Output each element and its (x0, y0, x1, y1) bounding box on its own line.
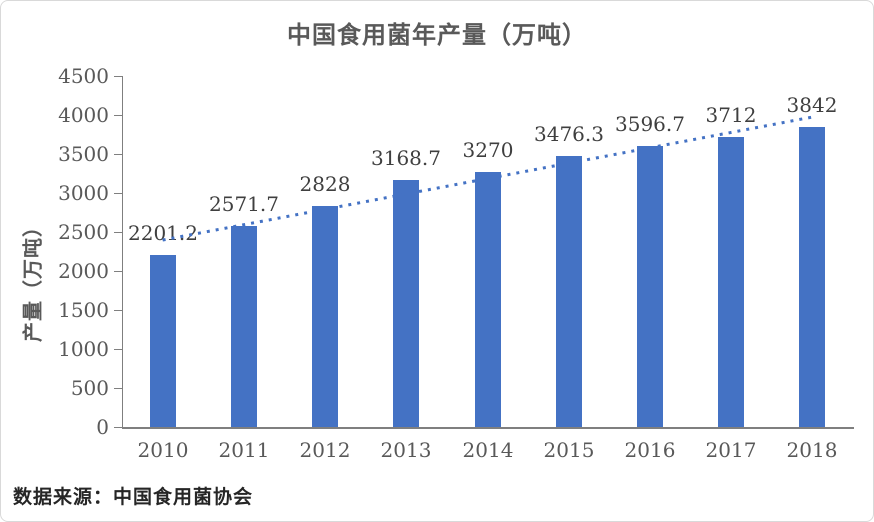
x-tick-label: 2012 (299, 438, 351, 462)
x-tick-label: 2011 (218, 438, 270, 462)
y-tick-mark (114, 271, 122, 272)
y-tick-mark (114, 154, 122, 155)
y-tick-mark (114, 388, 122, 389)
source-note: 数据来源：中国食用菌协会 (13, 486, 254, 508)
bar-2010 (150, 255, 176, 427)
x-tick-label: 2015 (543, 438, 595, 462)
x-tick-label: 2014 (462, 438, 514, 462)
y-tick-mark (114, 310, 122, 311)
bar-2012 (312, 206, 338, 427)
y-tick-mark (114, 349, 122, 350)
y-tick-mark (114, 76, 122, 77)
x-tick-label: 2016 (624, 438, 676, 462)
bar-2011 (231, 226, 257, 427)
chart-title: 中国食用菌年产量（万吨） (287, 20, 587, 49)
y-axis-title: 产量（万吨） (20, 216, 45, 342)
y-tick-label: 2500 (58, 220, 109, 244)
y-tick-mark (114, 193, 122, 194)
bar-2014 (475, 172, 501, 427)
y-tick-mark (114, 115, 122, 116)
y-tick-label: 1500 (58, 298, 109, 322)
y-tick-mark (114, 232, 122, 233)
bar-2017 (718, 137, 744, 427)
x-tick-label: 2018 (786, 438, 838, 462)
bar-value-label: 2828 (299, 172, 351, 196)
y-tick-label: 500 (70, 376, 109, 400)
x-tick-label: 2013 (380, 438, 432, 462)
plot-area (122, 76, 854, 429)
y-tick-label: 4500 (58, 64, 109, 88)
y-tick-label: 3000 (58, 181, 109, 205)
y-tick-label: 1000 (58, 337, 109, 361)
bar-2018 (799, 127, 825, 427)
x-tick-label: 2010 (137, 438, 189, 462)
y-tick-label: 0 (96, 415, 109, 439)
bar-value-label: 3842 (786, 93, 838, 117)
y-tick-label: 3500 (58, 142, 109, 166)
bar-2013 (393, 180, 419, 427)
bar-2015 (556, 156, 582, 427)
bar-value-label: 2201.2 (128, 221, 198, 245)
y-tick-label: 4000 (58, 103, 109, 127)
y-tick-mark (114, 427, 122, 428)
x-tick-label: 2017 (705, 438, 757, 462)
y-tick-label: 2000 (58, 259, 109, 283)
bar-2016 (637, 146, 663, 427)
